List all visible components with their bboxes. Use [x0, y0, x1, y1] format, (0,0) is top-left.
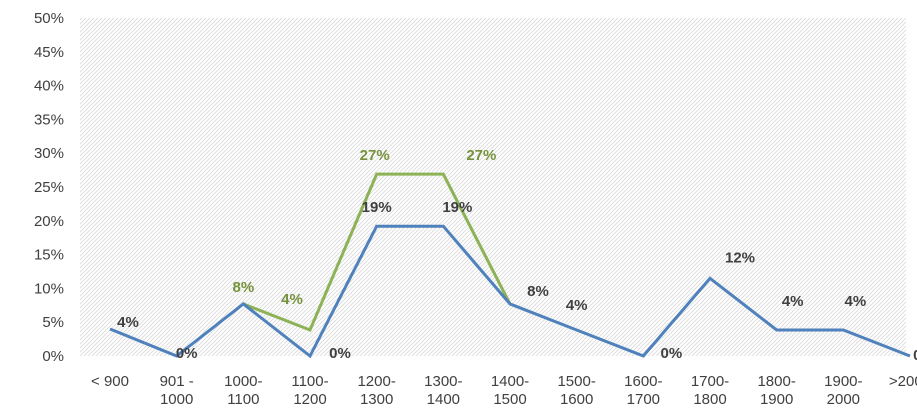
series-1-data-label: 0% — [329, 345, 351, 362]
x-tick-label: 1900-2000 — [824, 373, 862, 408]
series-1-data-label: 4% — [782, 293, 804, 310]
x-tick-label: 1300-1400 — [424, 373, 462, 408]
x-tick-label: >2000 — [889, 373, 917, 390]
series-lines — [109, 172, 911, 359]
y-tick-label: 15% — [34, 247, 64, 264]
series-1-data-label: 0% — [660, 345, 682, 362]
x-tick-label: 1200-1300 — [357, 373, 395, 408]
series-1-data-label: 4% — [117, 314, 139, 331]
series-2-data-label: 27% — [466, 147, 496, 164]
series-1-data-label: 8% — [527, 283, 549, 300]
y-tick-label: 35% — [34, 111, 64, 128]
series-2-line — [242, 172, 512, 332]
y-tick-label: 40% — [34, 78, 64, 95]
data-labels: 4% 0% 0% 19% 19% 8% 4% 0% 12% 4% 4% 0% 8% 4% 27% 27% — [117, 147, 917, 364]
y-tick-label: 25% — [34, 179, 64, 196]
series-2-data-label: 4% — [281, 291, 303, 308]
x-tick-label: 1700-1800 — [691, 373, 729, 408]
x-axis: < 900 901 -1000 1000-1100 1100-1200 1200-130… — [91, 373, 917, 408]
y-tick-label: 0% — [42, 348, 64, 365]
series-1-line — [109, 224, 911, 359]
y-tick-label: 45% — [34, 44, 64, 61]
y-tick-label: 30% — [34, 145, 64, 162]
x-tick-label: 1100-1200 — [291, 373, 328, 408]
series-2-data-label: 8% — [232, 279, 254, 296]
series-1-data-label: 0% — [176, 345, 198, 362]
x-tick-label: < 900 — [91, 373, 129, 390]
x-tick-label: 1500-1600 — [557, 373, 595, 408]
x-tick-label: 1000-1100 — [224, 373, 262, 408]
series-1-data-label: 0% — [913, 347, 917, 364]
y-axis: 0% 5% 10% 15% 20% 25% 30% 35% 40% 45% 50% — [34, 10, 64, 365]
y-tick-label: 50% — [34, 10, 64, 27]
x-tick-label: 1400-1500 — [491, 373, 529, 408]
x-tick-label: 901 -1000 — [160, 373, 194, 408]
series-1-data-label: 19% — [442, 199, 472, 216]
series-1-data-label: 12% — [725, 249, 755, 266]
series-1-data-label: 19% — [362, 199, 392, 216]
series-2-data-label: 27% — [360, 147, 390, 164]
y-tick-label: 10% — [34, 280, 64, 297]
series-1-data-label: 4% — [844, 293, 866, 310]
y-tick-label: 20% — [34, 213, 64, 230]
plot-area — [80, 18, 906, 356]
x-tick-label: 1800-1900 — [757, 373, 795, 408]
y-tick-label: 5% — [42, 314, 64, 331]
series-1-data-label: 4% — [566, 297, 588, 314]
x-tick-label: 1600-1700 — [624, 373, 662, 408]
